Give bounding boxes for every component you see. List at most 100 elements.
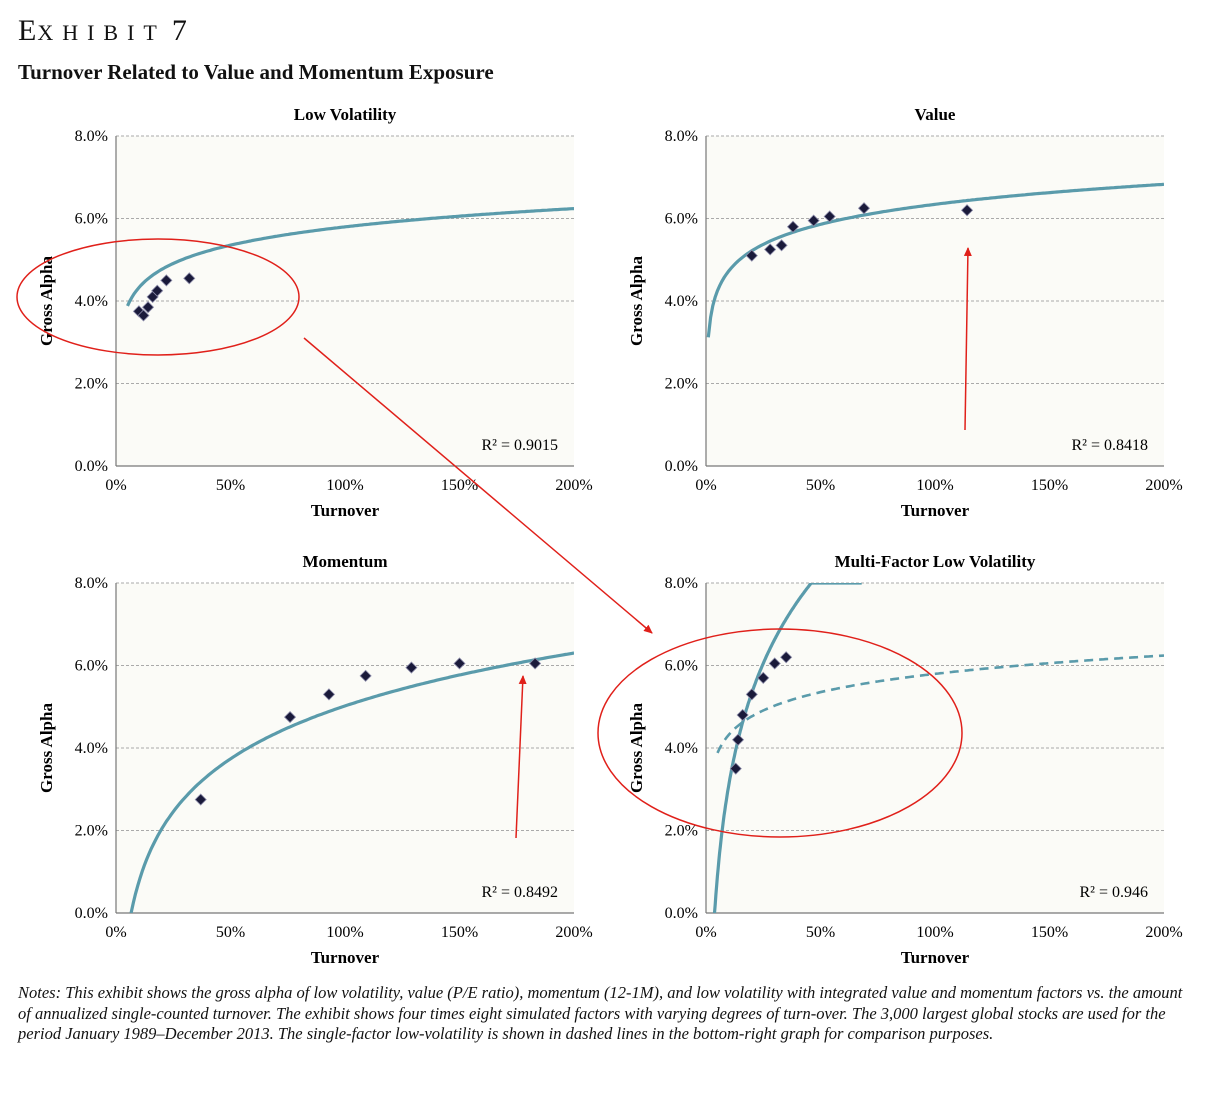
x-tick-label: 150% bbox=[441, 477, 478, 494]
x-tick-label: 150% bbox=[1031, 477, 1068, 494]
chart-title: Low Volatility bbox=[294, 105, 397, 124]
x-tick-label: 100% bbox=[326, 477, 363, 494]
y-axis-title: Gross Alpha bbox=[37, 256, 56, 346]
chart-panel-0: 0.0% 2.0% 4.0% 6.0% 8.0% 0% 50% 100% 150% 200% Low… bbox=[37, 105, 593, 520]
x-tick-label: 0% bbox=[105, 477, 126, 494]
x-tick-label: 100% bbox=[916, 477, 953, 494]
data-point bbox=[775, 239, 788, 252]
x-axis-title: Turnover bbox=[311, 948, 380, 967]
y-tick-label: 2.0% bbox=[665, 823, 698, 840]
y-tick-label: 4.0% bbox=[665, 293, 698, 310]
x-tick-label: 0% bbox=[105, 924, 126, 941]
plot-area bbox=[116, 583, 574, 913]
chart-title: Value bbox=[915, 105, 956, 124]
x-tick-label: 200% bbox=[555, 924, 592, 941]
x-axis-title: Turnover bbox=[901, 948, 970, 967]
y-tick-label: 8.0% bbox=[75, 128, 108, 145]
data-point bbox=[322, 688, 336, 701]
x-tick-label: 200% bbox=[555, 477, 592, 494]
data-point bbox=[768, 657, 781, 670]
data-point bbox=[137, 309, 150, 322]
x-axis-title: Turnover bbox=[311, 501, 380, 520]
x-tick-label: 50% bbox=[216, 477, 245, 494]
data-point bbox=[786, 220, 800, 233]
y-tick-label: 8.0% bbox=[665, 128, 698, 145]
exhibit-label: EXHIBIT 7 bbox=[18, 14, 188, 48]
y-axis-title: Gross Alpha bbox=[627, 703, 646, 793]
r-squared-label: R² = 0.946 bbox=[1080, 884, 1149, 901]
y-tick-label: 8.0% bbox=[665, 575, 698, 592]
arrow-momentum-outlier bbox=[515, 675, 527, 839]
highlight-ellipse-low-volatility bbox=[16, 238, 300, 356]
y-axis-title: Gross Alpha bbox=[37, 703, 56, 793]
figure-panel-grid: 0.0% 2.0% 4.0% 6.0% 8.0% 0% 50% 100% 150% 200% Low… bbox=[16, 105, 1183, 967]
x-tick-label: 200% bbox=[1145, 924, 1182, 941]
data-point bbox=[960, 204, 974, 217]
data-point bbox=[183, 272, 196, 285]
connector-arrow bbox=[303, 337, 653, 634]
highlight-ellipse-multi-factor bbox=[597, 628, 963, 838]
chart-panel-2: 0.0% 2.0% 4.0% 6.0% 8.0% 0% 50% 100% 150% 200% Mom… bbox=[37, 552, 593, 967]
trendline bbox=[129, 651, 574, 913]
exhibit-label-initial: E bbox=[18, 14, 38, 47]
x-tick-label: 0% bbox=[695, 924, 716, 941]
r-squared-label: R² = 0.8492 bbox=[482, 884, 559, 901]
data-point bbox=[731, 733, 745, 746]
data-point bbox=[359, 669, 372, 682]
data-point bbox=[405, 661, 418, 674]
x-axis-title: Turnover bbox=[901, 501, 970, 520]
data-point bbox=[283, 710, 297, 724]
r-squared-label: R² = 0.9015 bbox=[482, 437, 559, 454]
data-point bbox=[141, 301, 155, 314]
data-point bbox=[857, 202, 871, 215]
y-tick-label: 2.0% bbox=[665, 376, 698, 393]
x-tick-label: 150% bbox=[1031, 924, 1068, 941]
trendline bbox=[126, 207, 574, 307]
data-point bbox=[729, 762, 742, 775]
data-point bbox=[780, 651, 793, 664]
y-tick-label: 4.0% bbox=[75, 293, 108, 310]
data-point bbox=[453, 657, 466, 670]
y-tick-label: 8.0% bbox=[75, 575, 108, 592]
x-tick-label: 50% bbox=[216, 924, 245, 941]
exhibit-number: 7 bbox=[171, 14, 188, 47]
data-point bbox=[757, 671, 770, 684]
chart-title: Momentum bbox=[303, 552, 388, 571]
y-axis-title: Gross Alpha bbox=[627, 256, 646, 346]
data-point bbox=[745, 688, 758, 701]
y-tick-label: 0.0% bbox=[665, 905, 698, 922]
data-point bbox=[194, 793, 207, 806]
x-tick-label: 0% bbox=[695, 477, 716, 494]
data-point bbox=[745, 249, 758, 262]
y-tick-label: 4.0% bbox=[665, 740, 698, 757]
y-tick-label: 0.0% bbox=[665, 458, 698, 475]
data-point bbox=[529, 657, 542, 670]
notes: Notes: This exhibit shows the gross alph… bbox=[18, 983, 1183, 1043]
chart-panel-3: 0.0% 2.0% 4.0% 6.0% 8.0% 0% 50% 100% 150% 200% Mul… bbox=[627, 552, 1183, 967]
x-tick-label: 50% bbox=[806, 924, 835, 941]
data-point bbox=[823, 210, 836, 223]
data-point bbox=[736, 708, 749, 722]
arrow-value-outlier bbox=[963, 247, 972, 431]
x-tick-label: 100% bbox=[326, 924, 363, 941]
y-tick-label: 0.0% bbox=[75, 458, 108, 475]
chart-title: Multi-Factor Low Volatility bbox=[835, 552, 1036, 571]
data-point bbox=[764, 243, 777, 256]
data-point bbox=[160, 274, 173, 287]
y-tick-label: 6.0% bbox=[75, 658, 108, 675]
y-tick-label: 0.0% bbox=[75, 905, 108, 922]
y-tick-label: 6.0% bbox=[665, 211, 698, 228]
x-tick-label: 200% bbox=[1145, 477, 1182, 494]
plot-area bbox=[706, 136, 1164, 466]
plot-area bbox=[706, 583, 1164, 913]
x-tick-label: 50% bbox=[806, 477, 835, 494]
y-tick-label: 6.0% bbox=[75, 211, 108, 228]
x-tick-label: 150% bbox=[441, 924, 478, 941]
exhibit-label-rest: XHIBIT bbox=[37, 20, 166, 45]
y-tick-label: 6.0% bbox=[665, 658, 698, 675]
data-point bbox=[151, 284, 164, 297]
trendline bbox=[706, 182, 1164, 338]
y-tick-label: 2.0% bbox=[75, 376, 108, 393]
plot-area bbox=[116, 136, 574, 466]
r-squared-label: R² = 0.8418 bbox=[1072, 437, 1149, 454]
